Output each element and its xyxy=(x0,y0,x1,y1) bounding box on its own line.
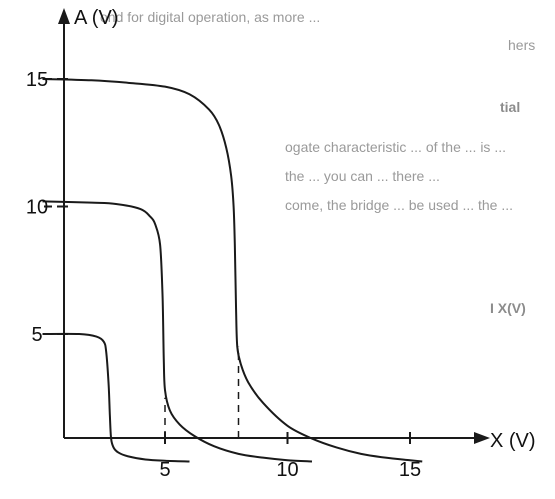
series-line-1 xyxy=(42,332,190,463)
x-axis-label: X (V) xyxy=(490,430,536,452)
y-tick-label-15: 15 xyxy=(26,69,48,91)
y-tick-label-10: 10 xyxy=(26,197,48,219)
bleed-line-2: hers xyxy=(508,37,535,53)
y-tick-label-5: 5 xyxy=(31,324,42,346)
bleed-line-4: ogate characteristic ... of the ... is .… xyxy=(285,139,506,155)
axes xyxy=(58,8,490,444)
y-axis-arrowhead xyxy=(58,8,70,24)
bleed-line-6: come, the bridge ... be used ... the ... xyxy=(285,197,513,213)
bleed-through-text: ond for digital operation, as more ... h… xyxy=(100,9,535,316)
data-curves xyxy=(42,78,423,463)
y-axis-label: A (V) xyxy=(74,7,118,29)
series-line-3 xyxy=(42,78,423,463)
x-axis-arrowhead xyxy=(474,432,490,444)
x-tick-label-5: 5 xyxy=(159,459,170,481)
bleed-line-1: ond for digital operation, as more ... xyxy=(100,9,320,25)
bleed-line-5: the ... you can ... there ... xyxy=(285,168,440,184)
tick-marks xyxy=(44,78,411,444)
tick-labels: 5 10 15 5 10 15 xyxy=(26,69,421,481)
x-tick-label-15: 15 xyxy=(399,459,421,481)
x-tick-label-10: 10 xyxy=(276,459,298,481)
bleed-line-7: I X(V) xyxy=(490,300,526,316)
dashed-guides xyxy=(115,346,240,439)
series-line-2 xyxy=(42,200,313,463)
bleed-line-3: tial xyxy=(500,99,520,115)
